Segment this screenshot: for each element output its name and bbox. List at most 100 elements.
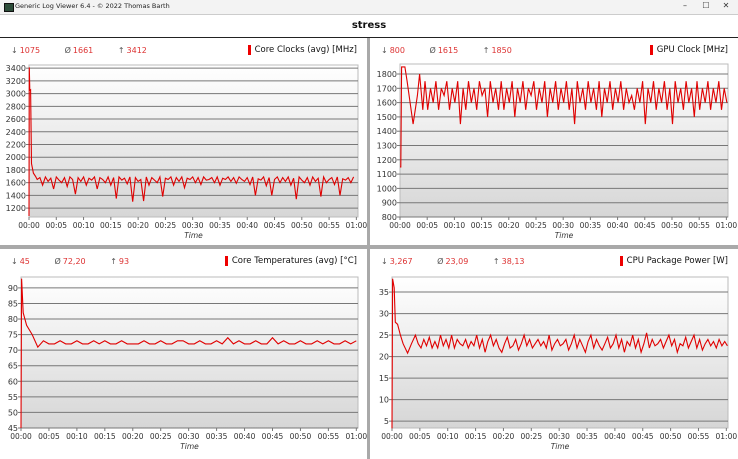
arrow-up-icon: ↑ xyxy=(492,257,500,266)
x-tick-label: 00:15 xyxy=(100,221,122,230)
x-tick-label: 00:00 xyxy=(389,221,411,230)
x-tick-label: 00:30 xyxy=(548,432,570,441)
x-tick-label: 00:45 xyxy=(632,432,654,441)
x-tick-label: 00:05 xyxy=(416,221,438,230)
arrow-down-icon: ↓ xyxy=(11,257,18,266)
stat-avg-value: 72,20 xyxy=(62,257,86,266)
stat-min-value: 800 xyxy=(389,46,405,55)
average-icon: Ø xyxy=(437,257,444,266)
y-tick-label: 2600 xyxy=(6,115,26,124)
x-tick-label: 00:25 xyxy=(525,221,547,230)
y-tick-label: 30 xyxy=(379,310,389,319)
x-tick-label: 00:25 xyxy=(150,432,172,441)
x-tick-label: 00:45 xyxy=(264,221,286,230)
y-tick-label: 10 xyxy=(379,396,389,405)
close-button[interactable]: ✕ xyxy=(722,1,730,10)
x-tick-label: 00:35 xyxy=(209,221,231,230)
chart-title: Core Temperatures (avg) [°C] xyxy=(224,256,357,266)
x-tick-label: 00:10 xyxy=(437,432,459,441)
x-tick-label: 01:00 xyxy=(716,221,738,230)
y-tick-label: 900 xyxy=(382,199,397,208)
chart-plot: 1200 1400 1600 1800 2000 2200 2400 2600 2800 3000… xyxy=(6,64,367,240)
x-axis-label: Time xyxy=(184,231,203,240)
y-tick-label: 2400 xyxy=(6,128,26,137)
x-tick-label: 00:15 xyxy=(94,432,116,441)
x-tick-label: 00:50 xyxy=(290,432,312,441)
x-tick-label: 00:30 xyxy=(178,432,200,441)
app-icon xyxy=(4,3,14,12)
x-tick-label: 00:15 xyxy=(471,221,493,230)
series-line xyxy=(400,66,728,168)
average-icon: Ø xyxy=(429,46,436,55)
plot-area xyxy=(391,276,729,429)
x-tick-label: 00:55 xyxy=(318,432,340,441)
x-tick-label: 00:55 xyxy=(318,221,340,230)
average-icon: Ø xyxy=(64,46,71,55)
y-tick-label: 20 xyxy=(379,353,389,362)
stat-min: ↓ 45 xyxy=(11,257,41,266)
y-tick-label: 2800 xyxy=(6,102,26,111)
y-tick-label: 2200 xyxy=(6,140,26,149)
x-tick-label: 00:35 xyxy=(580,221,602,230)
chart-title: CPU Package Power [W] xyxy=(619,256,728,266)
x-tick-label: 00:05 xyxy=(409,432,431,441)
y-tick-label: 1200 xyxy=(6,204,26,213)
y-tick-label: 60 xyxy=(8,377,18,386)
x-tick-label: 00:20 xyxy=(493,432,515,441)
chart-title: GPU Clock [MHz] xyxy=(649,45,728,55)
x-tick-label: 00:45 xyxy=(634,221,656,230)
y-tick-label: 1800 xyxy=(6,166,26,175)
x-tick-label: 00:00 xyxy=(381,432,403,441)
stat-max: ↑ 93 xyxy=(110,257,140,266)
x-tick-label: 00:00 xyxy=(18,221,40,230)
arrow-up-icon: ↑ xyxy=(110,257,117,266)
x-tick-label: 00:40 xyxy=(607,221,629,230)
stat-avg: Ø 72,20 xyxy=(54,257,96,266)
x-tick-label: 00:35 xyxy=(576,432,598,441)
maximize-button[interactable]: ☐ xyxy=(702,1,710,10)
arrow-down-icon: ↓ xyxy=(11,46,18,55)
stat-min-value: 45 xyxy=(19,257,30,266)
x-tick-label: 00:20 xyxy=(122,432,144,441)
stat-max: ↑ 3412 xyxy=(118,46,158,55)
x-tick-label: 00:45 xyxy=(262,432,284,441)
minimize-button[interactable]: – xyxy=(683,1,687,10)
dashboard-header: stress xyxy=(0,15,738,38)
x-tick-label: 00:55 xyxy=(688,432,710,441)
chart-panel: ↓ 1075 Ø 1661 ↑ 3412 Core Clocks (avg) [MHz… xyxy=(0,38,367,245)
chart-stats: ↓ 800 Ø 1615 ↑ 1850 xyxy=(381,46,534,55)
x-tick-label: 00:10 xyxy=(444,221,466,230)
x-axis-label: Time xyxy=(555,231,574,240)
y-tick-label: 3200 xyxy=(6,77,26,86)
chart-plot: 5 10 15 20 25 30 35 00:00 00:05 00:10 00:15 00:20 00… xyxy=(379,276,737,451)
average-icon: Ø xyxy=(54,257,61,266)
y-tick-label: 1200 xyxy=(377,156,397,165)
y-tick-label: 80 xyxy=(8,315,18,324)
x-axis-label: Time xyxy=(551,442,570,451)
chart-stats: ↓ 1075 Ø 1661 ↑ 3412 xyxy=(11,46,169,55)
x-tick-label: 00:40 xyxy=(236,221,258,230)
stat-max-value: 1850 xyxy=(491,46,512,55)
chart-panel: ↓ 800 Ø 1615 ↑ 1850 GPU Clock [MHz] 800 900 10… xyxy=(370,38,738,245)
x-tick-label: 00:50 xyxy=(661,221,683,230)
arrow-down-icon: ↓ xyxy=(381,257,388,266)
y-tick-label: 1400 xyxy=(6,191,26,200)
x-tick-label: 00:10 xyxy=(66,432,88,441)
x-axis-label: Time xyxy=(180,442,199,451)
y-tick-label: 1800 xyxy=(377,70,397,79)
stat-avg: Ø 23,09 xyxy=(437,257,479,266)
x-tick-label: 00:10 xyxy=(73,221,95,230)
chart-stats: ↓ 45 Ø 72,20 ↑ 93 xyxy=(11,257,151,266)
dashboard-title: stress xyxy=(351,20,387,31)
x-tick-label: 00:55 xyxy=(688,221,710,230)
y-tick-label: 1400 xyxy=(377,127,397,136)
stat-max-value: 38,13 xyxy=(501,257,525,266)
stat-avg-value: 1661 xyxy=(72,46,94,55)
x-tick-label: 00:25 xyxy=(155,221,177,230)
stat-avg: Ø 1615 xyxy=(430,46,470,55)
arrow-down-icon: ↓ xyxy=(381,46,388,55)
y-tick-label: 90 xyxy=(8,284,18,293)
stat-min-value: 3,267 xyxy=(389,257,413,266)
plot-area xyxy=(20,276,359,429)
x-tick-label: 00:05 xyxy=(45,221,67,230)
